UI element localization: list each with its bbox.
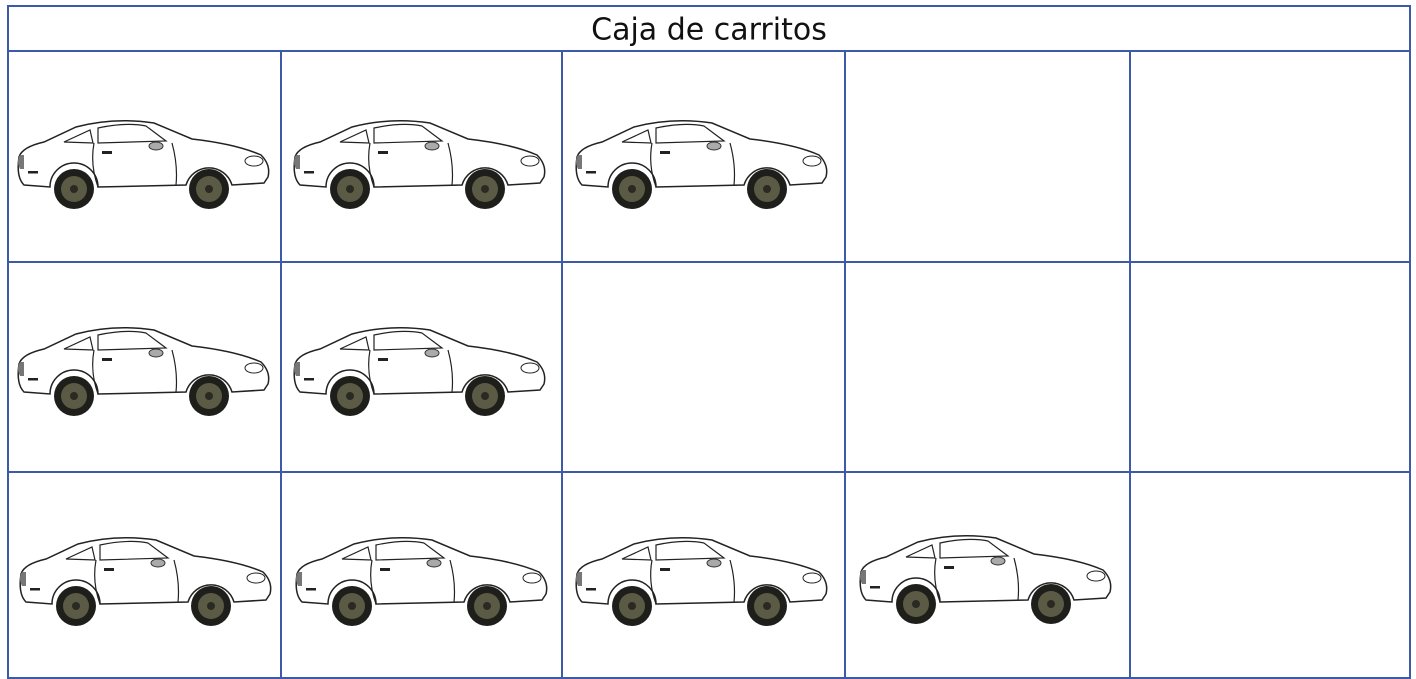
car-icon: [295, 537, 548, 627]
car-icon: [575, 120, 828, 210]
car-icon: [575, 537, 828, 627]
car-icon: [859, 535, 1112, 625]
cars: [17, 120, 1112, 627]
car-icon: [293, 327, 546, 417]
table-grid: [7, 5, 1411, 679]
car-icon: [293, 120, 546, 210]
car-icon: [19, 537, 272, 627]
title: Caja de carritos: [591, 13, 827, 48]
outer-border: [7, 5, 1411, 679]
car-icon: [17, 327, 270, 417]
car-icon: [17, 120, 270, 210]
